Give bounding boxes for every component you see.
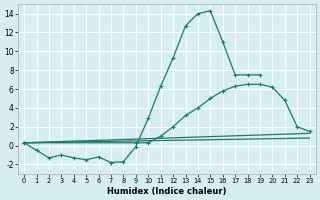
X-axis label: Humidex (Indice chaleur): Humidex (Indice chaleur) xyxy=(107,187,227,196)
